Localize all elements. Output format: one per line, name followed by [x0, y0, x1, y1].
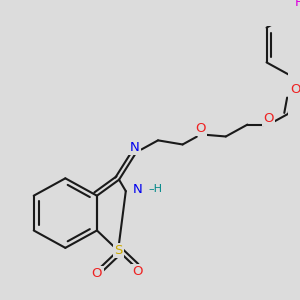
- Text: N: N: [133, 183, 142, 196]
- Text: N: N: [130, 141, 139, 154]
- Text: O: O: [132, 265, 142, 278]
- Text: F: F: [294, 0, 300, 9]
- Text: O: O: [92, 267, 102, 280]
- Text: O: O: [263, 112, 274, 125]
- Text: O: O: [290, 83, 300, 96]
- Text: O: O: [196, 122, 206, 134]
- Text: S: S: [114, 244, 122, 257]
- Text: –H: –H: [149, 184, 163, 194]
